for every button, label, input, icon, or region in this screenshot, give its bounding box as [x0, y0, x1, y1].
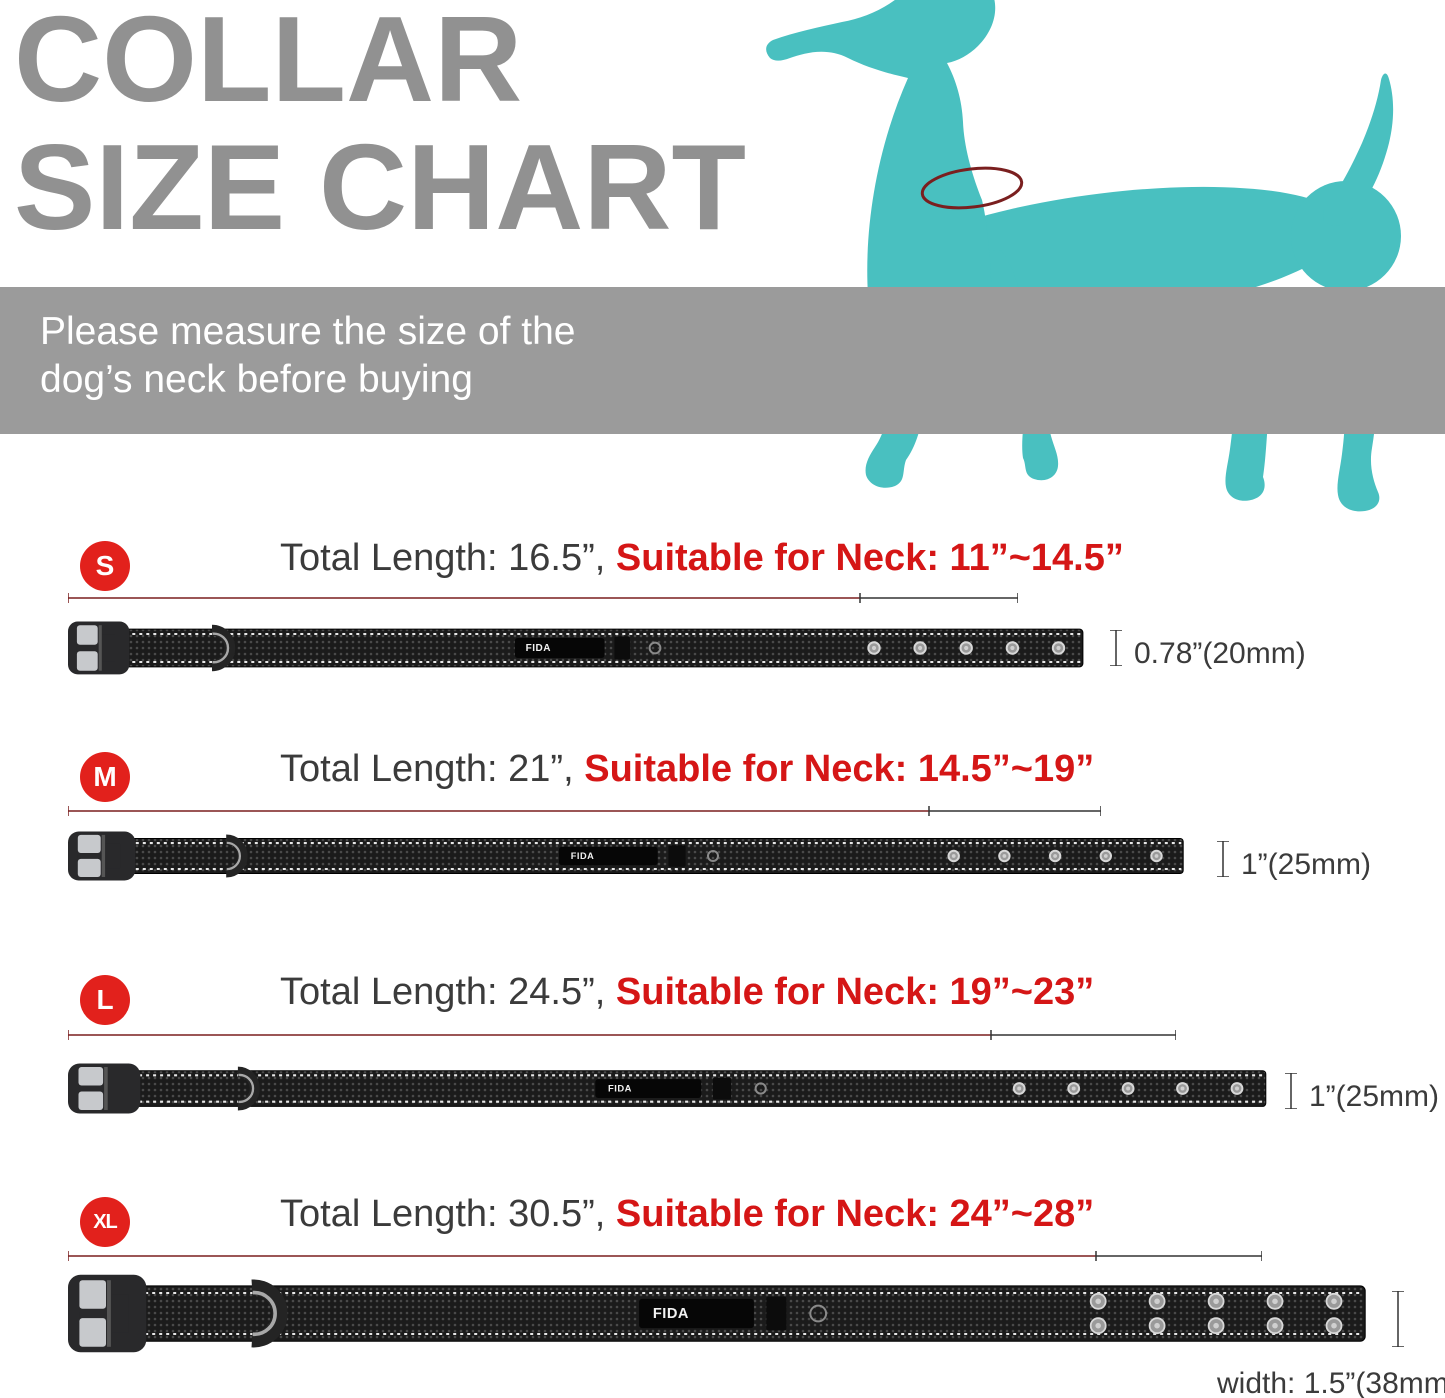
svg-text:FIDA: FIDA: [526, 643, 551, 654]
svg-text:FIDA: FIDA: [653, 1306, 689, 1322]
svg-text:FIDA: FIDA: [608, 1083, 632, 1094]
svg-text:FIDA: FIDA: [571, 851, 594, 861]
